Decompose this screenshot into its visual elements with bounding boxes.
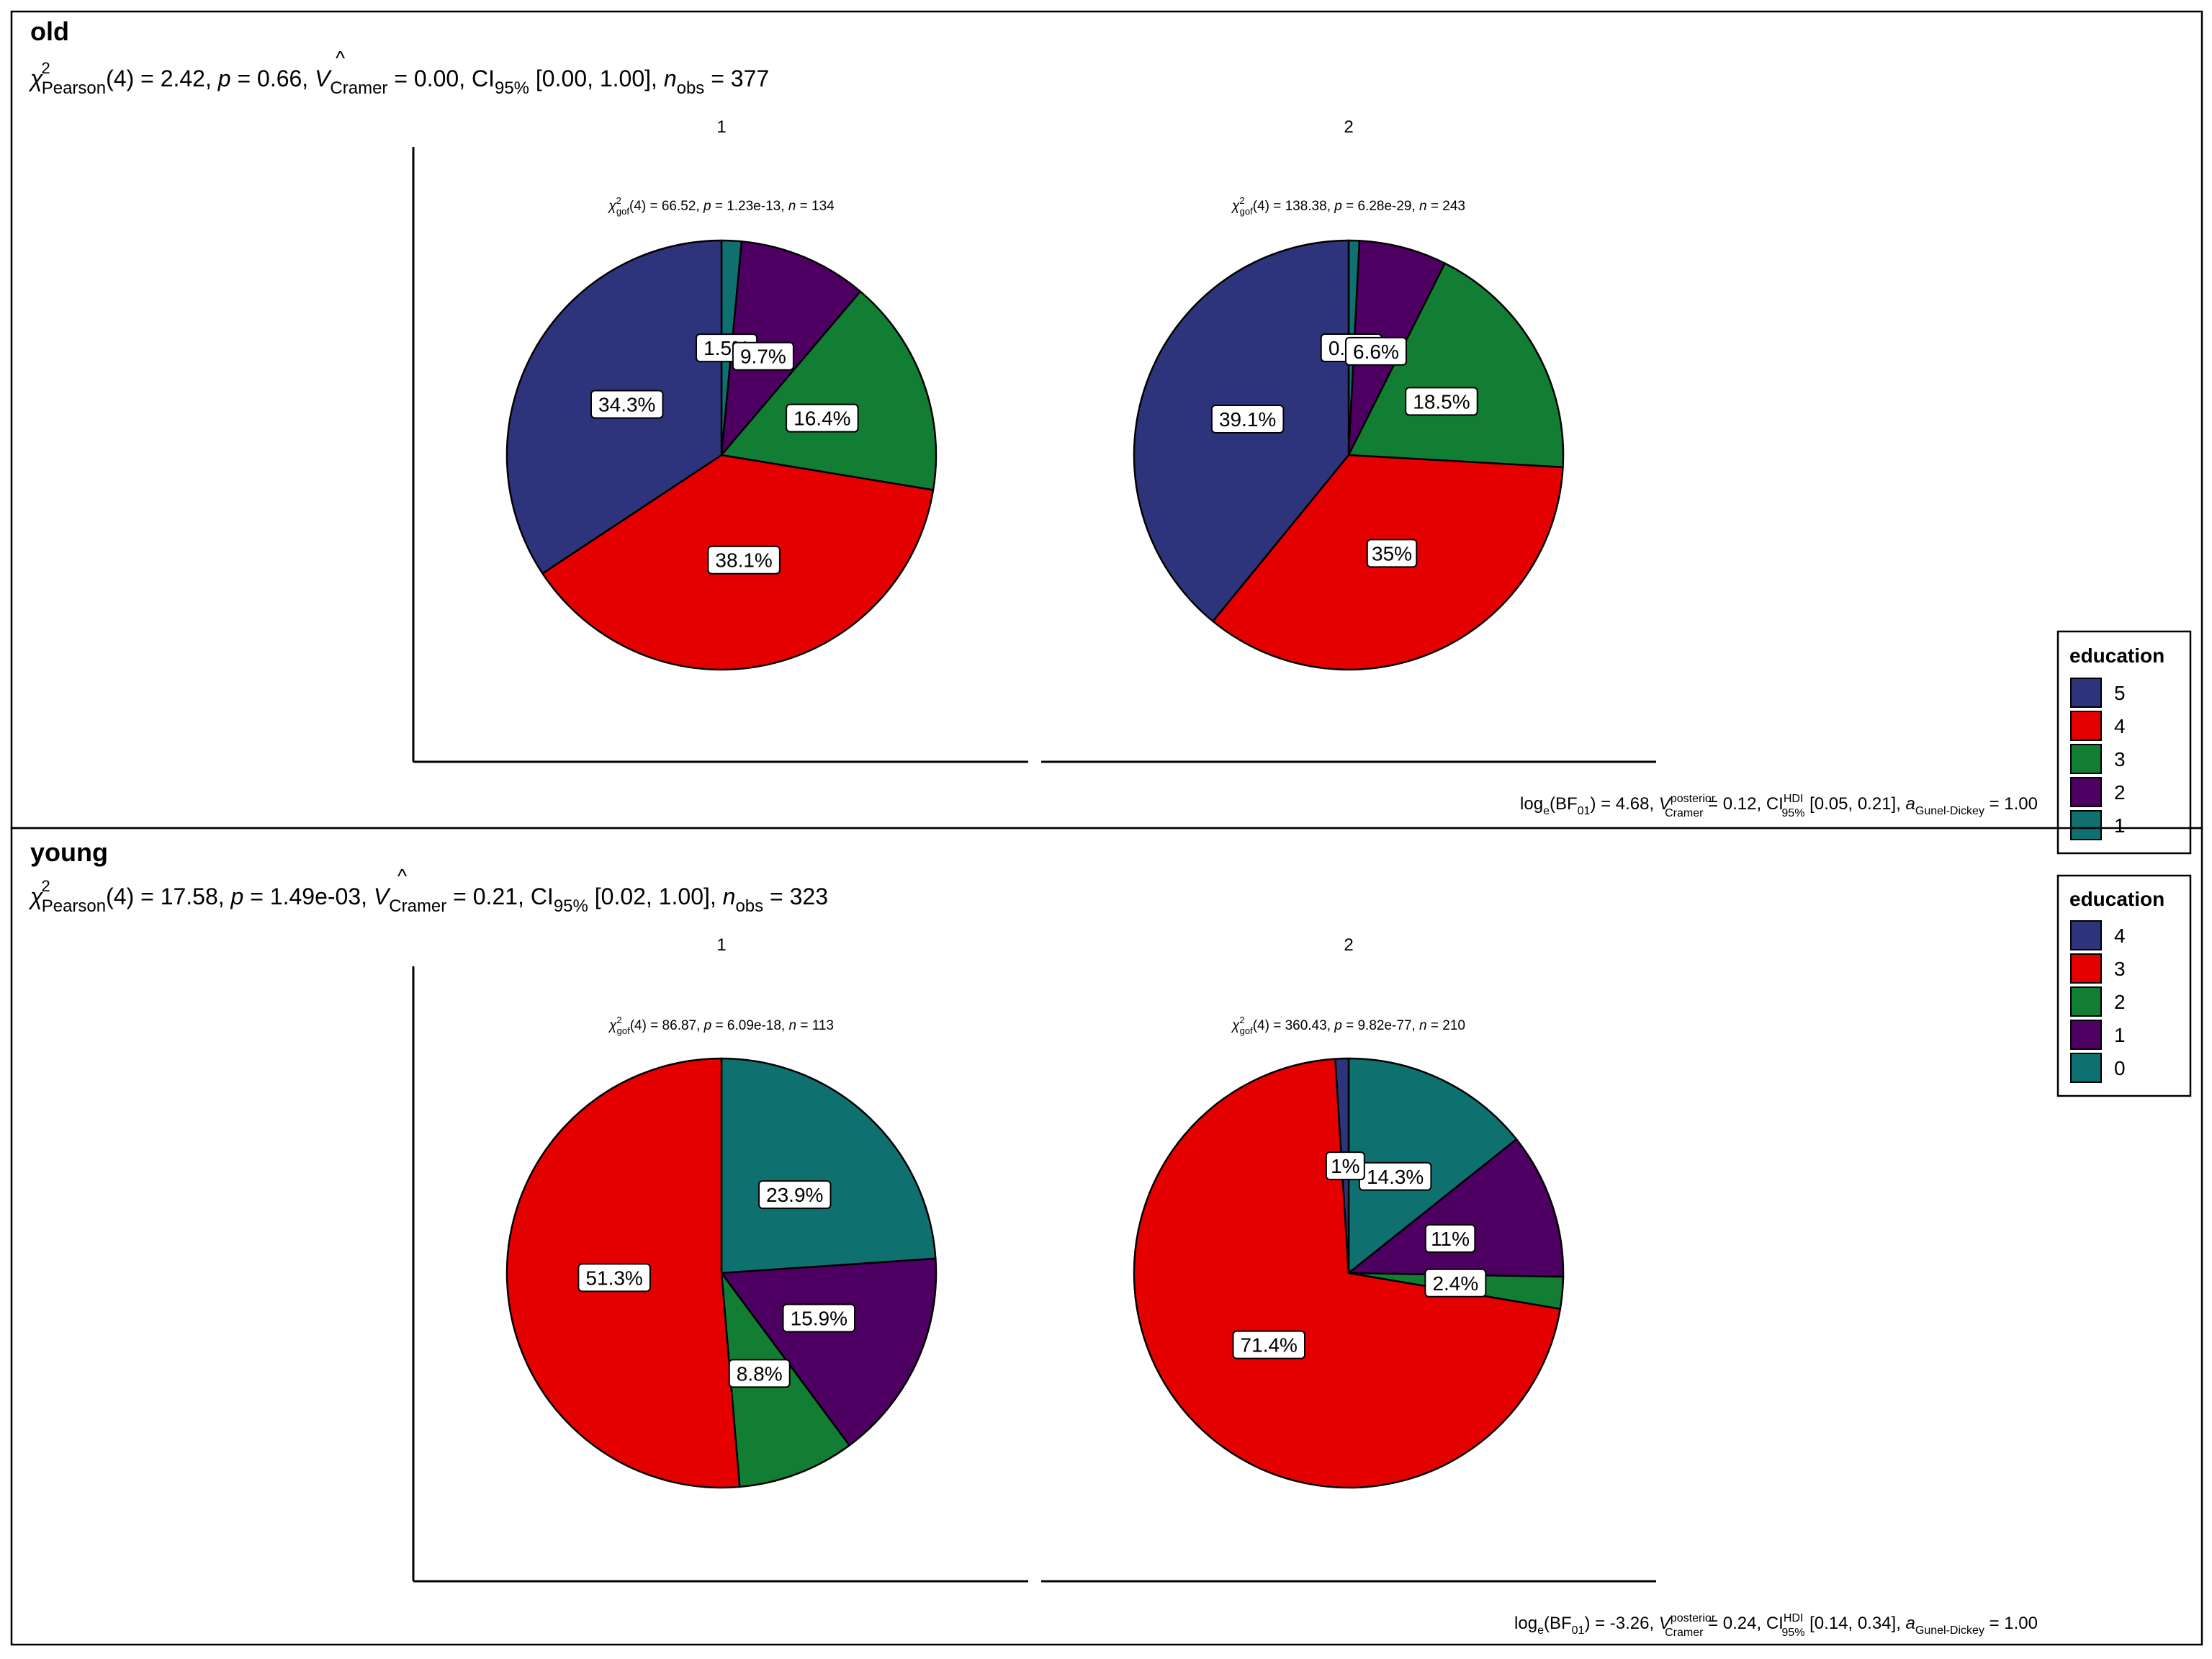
legend-label-1: 1: [2114, 814, 2126, 837]
pie-data-label: 35%: [1366, 539, 1418, 568]
svg-text:16.4%: 16.4%: [793, 408, 850, 430]
pie-subtitle: χ2 gof(4) = 86.87, p = 6.09e-18, n = 113: [608, 1015, 834, 1036]
pie-old-2: 2 χ2 gof(4) = 138.38, p = 6.28e-29, n = 24…: [1133, 117, 1565, 671]
legend-label-1: 1: [2114, 1024, 2126, 1046]
pie-subtitle: χ2 gof(4) = 66.52, p = 1.23e-13, n = 134: [607, 195, 835, 217]
svg-text:2.4%: 2.4%: [1432, 1272, 1478, 1295]
svg-text:35%: 35%: [1372, 542, 1412, 565]
panel-young-subtitle: χ2 Pearson(4) = 17.58, p = 1.49e-03, VCra…: [28, 877, 828, 916]
pie-data-label: 9.7%: [732, 341, 794, 371]
svg-text:8.8%: 8.8%: [737, 1362, 783, 1385]
cramer-hat-icon-young: ^: [397, 865, 407, 887]
legend-key-4: [2070, 920, 2102, 950]
pie-data-label: 2.4%: [1424, 1268, 1487, 1298]
svg-text:14.3%: 14.3%: [1367, 1166, 1424, 1188]
legend-young: education 4 3 2 1 0: [2056, 874, 2192, 1097]
cramer-hat-icon: ^: [336, 47, 345, 69]
legend-label-3: 3: [2114, 958, 2126, 980]
pie-data-label: 18.5%: [1405, 387, 1478, 416]
svg-text:11%: 11%: [1431, 1228, 1470, 1250]
svg-text:9.7%: 9.7%: [740, 346, 786, 368]
legend-label-2: 2: [2114, 991, 2126, 1013]
svg-text:71.4%: 71.4%: [1241, 1334, 1298, 1357]
legend-key-2: [2070, 986, 2102, 1017]
legend-key-3: [2070, 953, 2102, 984]
svg-text:34.3%: 34.3%: [598, 393, 655, 415]
pie-data-label: 11%: [1424, 1224, 1476, 1254]
pie-data-label: 1%: [1325, 1151, 1365, 1181]
panel-young: young χ2 Pearson(4) = 17.58, p = 1.49e-03…: [10, 827, 2203, 1646]
panel-young-title: young: [30, 837, 108, 867]
legend-key-1: [2070, 1020, 2102, 1050]
pie-subtitle: χ2 gof(4) = 360.43, p = 9.82e-77, n = 210: [1231, 1015, 1465, 1036]
legend-key-1: [2070, 810, 2102, 840]
svg-text:23.9%: 23.9%: [766, 1184, 823, 1206]
panel-old-title: old: [30, 17, 69, 46]
legend-key-0: [2070, 1053, 2102, 1083]
pie-data-label: 51.3%: [577, 1263, 651, 1292]
pie-data-label: 15.9%: [782, 1303, 856, 1333]
svg-text:51.3%: 51.3%: [585, 1267, 642, 1289]
pie-data-label: 8.8%: [728, 1359, 791, 1388]
pie-data-label: 34.3%: [590, 390, 664, 419]
pie-data-label: 38.1%: [707, 545, 781, 575]
pie-slice-1: [1346, 1138, 1565, 1278]
pie-data-label: 39.1%: [1210, 404, 1285, 433]
legend-label-5: 5: [2114, 682, 2126, 704]
legend-key-5: [2070, 678, 2102, 708]
pie-old-1: 1 χ2 gof(4) = 66.52, p = 1.23e-13, n = 134…: [505, 117, 938, 671]
panel-young-border: [10, 827, 2203, 1646]
pie-slice-3: [1347, 261, 1565, 469]
facet-strip-label: 2: [1344, 935, 1353, 955]
legend-old-title: education: [2069, 644, 2164, 667]
pie-slice-0: [1347, 1057, 1518, 1275]
pie-data-label: 6.6%: [1344, 336, 1407, 366]
panel-old-border: [10, 10, 2203, 830]
legend-label-4: 4: [2114, 925, 2126, 947]
legend-label-4: 4: [2114, 715, 2126, 737]
facet-strip-label: 2: [1344, 117, 1353, 137]
legend-key-2: [2070, 777, 2102, 807]
pie-young-2: 2 χ2 gof(4) = 360.43, p = 9.82e-77, n = 21…: [1133, 935, 1565, 1489]
pie-data-label: 23.9%: [757, 1180, 832, 1210]
pie-data-label: 14.3%: [1358, 1161, 1432, 1191]
panel-old: old χ2 Pearson(4) = 2.42, p = 0.66, VCram…: [10, 10, 2203, 855]
pie-subtitle: χ2 gof(4) = 138.38, p = 6.28e-29, n = 243: [1231, 195, 1465, 217]
legend-key-4: [2070, 711, 2102, 741]
svg-text:38.1%: 38.1%: [715, 549, 772, 572]
legend-young-title: education: [2069, 888, 2164, 910]
legend-label-3: 3: [2114, 748, 2126, 770]
svg-text:6.6%: 6.6%: [1353, 341, 1399, 363]
legend-label-2: 2: [2114, 781, 2126, 804]
panel-old-caption: loge(BF01) = 4.68, Vposterior Cramer = 0.…: [1520, 793, 2038, 819]
pie-young-1: 1 χ2 gof(4) = 86.87, p = 6.09e-18, n = 113…: [505, 935, 938, 1489]
legend-label-0: 0: [2114, 1057, 2126, 1079]
svg-text:15.9%: 15.9%: [791, 1307, 848, 1329]
pie-slice-0: [720, 1057, 937, 1274]
facet-strip-label: 1: [716, 117, 726, 137]
svg-text:18.5%: 18.5%: [1413, 390, 1470, 413]
legend-old: education 5 4 3 2 1: [2056, 630, 2192, 855]
pie-data-label: 71.4%: [1232, 1330, 1306, 1359]
svg-text:39.1%: 39.1%: [1219, 408, 1276, 431]
facet-strip-label: 1: [716, 935, 726, 955]
legend-key-3: [2070, 744, 2102, 774]
pie-slice-3: [719, 290, 938, 491]
panel-old-subtitle: χ2 Pearson(4) = 2.42, p = 0.66, VCramer =…: [28, 59, 769, 98]
pie-data-label: 16.4%: [786, 403, 859, 433]
pie-slice-1: [719, 1257, 938, 1447]
panel-young-caption: loge(BF01) = -3.26, Vposterior Cramer = 0…: [1514, 1612, 2038, 1639]
pie-slice-3: [1133, 1058, 1562, 1489]
svg-text:1%: 1%: [1331, 1155, 1359, 1177]
